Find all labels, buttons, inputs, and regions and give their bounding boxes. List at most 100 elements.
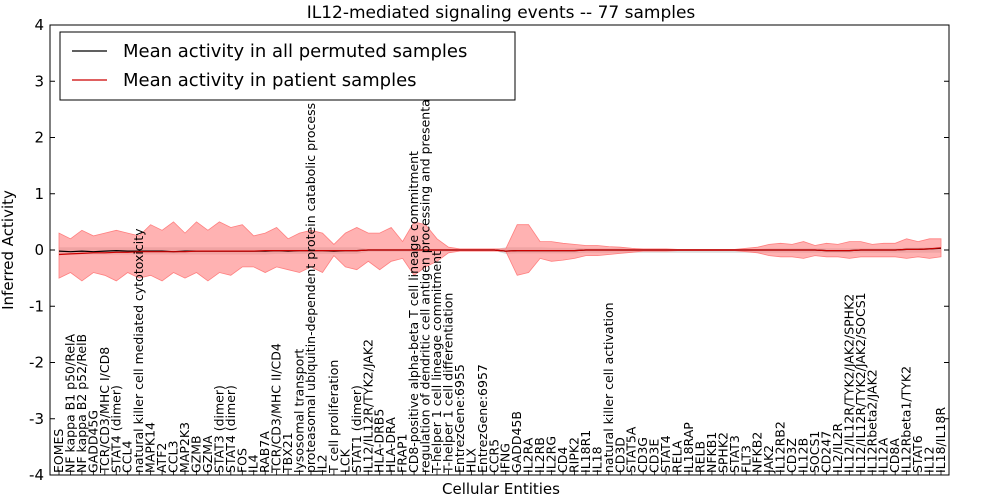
x-tick-label: TCR/CD3/MHC I/CD8 [97, 347, 112, 474]
x-tick-label: IL12Rbeta1/TYK2 [899, 366, 914, 473]
x-tick-label: CCL3 [166, 441, 181, 473]
x-tick-label: GADD45B [509, 411, 524, 473]
x-tick-label: CD3E [647, 439, 662, 473]
legend-label-permuted: Mean activity in all permuted samples [123, 41, 467, 62]
x-tick-label: HLX [463, 448, 478, 473]
x-tick-label: T cell proliferation [326, 360, 341, 474]
y-tick-label: -3 [29, 410, 44, 428]
x-tick-label: EntrezGene:6957 [475, 364, 490, 473]
x-tick-label: RELA [670, 440, 685, 473]
x-tick-label: EntrezGene:6955 [452, 364, 467, 473]
x-tick-label: STAT5A [624, 426, 639, 473]
x-tick-label: IL12/IL12R/TYK2/JAK2/SPHK2 [841, 294, 856, 473]
x-tick-label: TBX21 [280, 432, 295, 474]
x-tick-label: IL2 [315, 454, 330, 473]
y-tick-label: 2 [34, 129, 44, 147]
x-tick-label: NFKB2 [750, 432, 765, 473]
legend-box [59, 31, 516, 101]
legend: Mean activity in all permuted samples Me… [59, 31, 516, 101]
x-tick-label: IL12B [796, 438, 811, 473]
x-tick-label: STAT4 [658, 435, 673, 473]
x-tick-label: IL18RAP [681, 422, 696, 473]
x-tick-label: IL2RG [544, 436, 559, 473]
x-tick-label: natural killer cell mediated cytotoxicit… [131, 228, 146, 473]
x-tick-label: IL2RB [532, 437, 547, 473]
x-tick-label: GADD45G [85, 410, 100, 473]
x-tick-label: IL2/IL2R [830, 423, 845, 473]
x-tick-label: FRAP1 [395, 434, 410, 473]
x-tick-label: IL12/IL12R/TYK2/JAK2 [360, 339, 375, 473]
x-tick-label: JAK2 [761, 445, 776, 474]
y-tick-label: 4 [34, 16, 44, 34]
y-axis-title: Inferred Activity [0, 190, 17, 310]
x-tick-label: CD247 [819, 431, 834, 473]
legend-label-patient: Mean activity in patient samples [123, 70, 417, 91]
patient-range-band [58, 221, 942, 282]
x-tick-label: IL4 [246, 454, 261, 473]
x-tick-label: IL12A [876, 437, 891, 473]
y-tick-label: -2 [29, 354, 44, 372]
x-tick-label: IL18/IL18R [933, 407, 948, 473]
x-tick-label: NF kappa B2 p52/RelB [74, 334, 89, 473]
plot-area [58, 221, 942, 282]
x-tick-label: ATF2 [154, 443, 169, 473]
x-tick-label: IL18R1 [578, 430, 593, 473]
chart-title: IL12-mediated signaling events -- 77 sam… [307, 3, 696, 23]
x-tick-label: T-helper 1 cell lineage commitment [429, 251, 444, 474]
x-tick-label: CD3G [635, 437, 650, 473]
x-tick-label: STAT6 [910, 435, 925, 473]
x-tick-label: STAT1 (dimer) [349, 385, 364, 473]
x-tick-label: CD4 [555, 447, 570, 473]
x-tick-label: T-helper 1 cell differentiation [441, 293, 456, 474]
x-tick-label: STAT3 [727, 435, 742, 473]
x-tick-label: CD3Z [784, 438, 799, 473]
y-tick-label: 1 [34, 185, 44, 203]
x-tick-label: FLT3 [738, 445, 753, 473]
y-tick-label: -1 [29, 297, 44, 315]
x-tick-label: CD8A [887, 438, 902, 473]
y-tick-label: 3 [34, 72, 44, 90]
x-tick-label: SOCS1 [807, 431, 822, 473]
x-tick-label: SPHK2 [715, 432, 730, 473]
x-tick-label: IL12/IL12R/TYK2/JAK2/SOCS1 [853, 292, 868, 473]
x-tick-label: IL12Rbeta2/JAK2 [864, 369, 879, 473]
y-tick-label: -4 [29, 466, 44, 484]
x-tick-label: GZMA [200, 435, 215, 473]
x-tick-label: IFNG [498, 443, 513, 473]
x-tick-label: regulation of dendritic cell antigen pro… [418, 75, 433, 473]
x-tick-label: IL12RB2 [773, 421, 788, 473]
x-tick-label: RIPK2 [567, 437, 582, 473]
x-tick-label: STAT3 (dimer) [211, 385, 226, 473]
x-tick-label: lysosomal transport [292, 349, 307, 473]
x-tick-label: RAB7A [257, 431, 272, 473]
patient-mean-line [58, 247, 942, 256]
x-tick-label: RELB [693, 441, 708, 473]
x-tick-label: NFKB1 [704, 432, 719, 473]
x-tick-label: IL18 [589, 446, 604, 473]
x-tick-label: CD3D [612, 437, 627, 473]
x-axis-title: Cellular Entities [442, 480, 560, 498]
x-tick-label: MAP2K3 [177, 422, 192, 473]
x-tick-label: MAPK14 [143, 422, 158, 473]
x-tick-label: proteasomal ubiquitin-dependent protein … [303, 103, 318, 473]
y-axis: -4 -3 -2 -1 0 1 2 3 4 [29, 16, 949, 484]
x-tick-label: FOS [234, 448, 249, 473]
x-tick-label: LCK [337, 448, 352, 473]
x-tick-label: CD8-positive alpha-beta T cell lineage c… [406, 151, 421, 473]
y-tick-label: 0 [34, 241, 44, 259]
x-tick-label: IL2RA [521, 437, 536, 473]
x-tick-label: TCR/CD3/MHC II/CD4 [269, 343, 284, 474]
x-tick-label: STAT4 (dimer) [108, 385, 123, 473]
x-tick-label: STAT4 (dimer) [223, 385, 238, 473]
x-tick-label: natural killer cell activation [601, 302, 616, 473]
x-tick-label: EOMES [51, 429, 66, 473]
x-tick-label: HLA-DRB5 [372, 409, 387, 473]
x-tick-label: CCL4 [120, 441, 135, 473]
x-tick-label: CCR5 [486, 439, 501, 473]
x-tick-label: HLA-DRA [383, 417, 398, 473]
x-tick-label: GZMB [189, 435, 204, 473]
x-tick-label: NF kappa B1 p50/RelA [63, 334, 78, 474]
x-tick-label: IL12 [922, 446, 937, 473]
